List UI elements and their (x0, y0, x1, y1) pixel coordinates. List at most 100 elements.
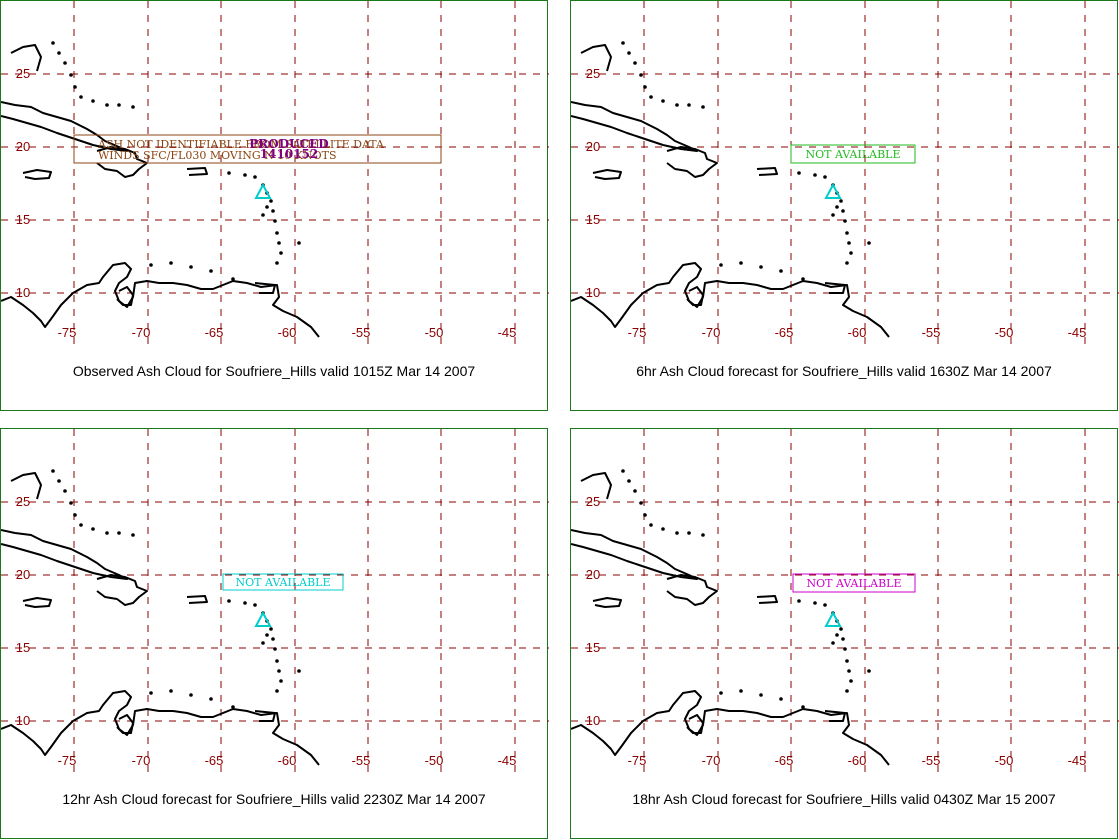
island (801, 705, 805, 709)
island (271, 209, 275, 213)
lon-tick-label: -75 (58, 325, 77, 340)
island (639, 501, 643, 505)
volcano-marker (824, 182, 842, 199)
lat-tick-label: 10 (586, 713, 600, 728)
map-grid (571, 1, 1119, 346)
lon-tick-label: -70 (132, 753, 151, 768)
ash-advisory-box: ASH NOT IDENTIFIABLE FROM SATELLITE DATA… (73, 134, 442, 164)
not-available-box: NOT AVAILABLE (222, 573, 344, 591)
island (149, 691, 153, 695)
coast-segment (580, 472, 612, 500)
volcano-marker (254, 182, 272, 199)
coast-segment (10, 44, 42, 72)
island (117, 531, 121, 535)
annotation-text: NOT AVAILABLE (805, 148, 900, 161)
island (69, 501, 73, 505)
island (73, 85, 77, 89)
coast-segment (186, 595, 208, 604)
lat-tick-label: 20 (16, 139, 30, 154)
island (633, 489, 637, 493)
triangle-icon (254, 182, 272, 199)
island (867, 669, 871, 673)
island (621, 469, 625, 473)
map-panel-6hr: -75 -70 -65 -60 -55 -50 -45 25 20 15 10 NOT AVAILA… (570, 0, 1119, 411)
map-panel-observed: -75 -70 -65 -60 -55 -50 -45 25 20 15 10 ASH NOT ID… (0, 0, 549, 411)
island (843, 219, 847, 223)
island (813, 601, 817, 605)
island (701, 533, 705, 537)
island (69, 73, 73, 77)
lat-tick-label: 10 (586, 285, 600, 300)
lon-tick-label: -55 (352, 325, 371, 340)
lon-tick-label: -45 (1068, 753, 1087, 768)
island (687, 531, 691, 535)
lon-tick-label: -75 (628, 753, 647, 768)
panel-caption: 12hr Ash Cloud forecast for Soufriere_Hi… (62, 791, 486, 807)
island (279, 251, 283, 255)
island (231, 705, 235, 709)
coast-segment (96, 146, 148, 178)
island (227, 171, 231, 175)
island (627, 51, 631, 55)
island (649, 95, 653, 99)
island (91, 527, 95, 531)
coast-segment (22, 169, 52, 180)
lon-tick-label: -60 (278, 753, 297, 768)
lon-tick-label: -60 (848, 325, 867, 340)
island (835, 205, 839, 209)
island (275, 659, 279, 663)
island (849, 679, 853, 683)
island (189, 265, 193, 269)
island (269, 627, 273, 631)
axis-ticks: -75 -70 -65 -60 -55 -50 -45 25 20 15 10 (16, 66, 517, 340)
island (79, 95, 83, 99)
lat-tick-label: 25 (16, 66, 30, 81)
island (831, 213, 835, 217)
island (813, 173, 817, 177)
lat-tick-label: 15 (16, 212, 30, 227)
island (209, 697, 213, 701)
annotation-text: NOT AVAILABLE (235, 576, 330, 589)
volcano-marker (254, 610, 272, 627)
island (867, 241, 871, 245)
lon-tick-label: -65 (205, 753, 224, 768)
coast-segment (571, 262, 890, 338)
island (105, 531, 109, 535)
coast-segment (756, 595, 778, 604)
island (841, 209, 845, 213)
island (169, 689, 173, 693)
island (739, 689, 743, 693)
island (845, 659, 849, 663)
lon-tick-label: -60 (848, 753, 867, 768)
lon-tick-label: -65 (775, 753, 794, 768)
coast-segment (96, 574, 148, 606)
coastline (1, 41, 320, 338)
map-svg: -75 -70 -65 -60 -55 -50 -45 25 20 15 10 NOT AVAILA… (571, 429, 1119, 774)
lon-tick-label: -45 (1068, 325, 1087, 340)
island (117, 103, 121, 107)
lon-tick-label: -55 (922, 753, 941, 768)
island (253, 175, 257, 179)
island (739, 261, 743, 265)
coast-segment (686, 714, 704, 734)
island (265, 633, 269, 637)
island (243, 173, 247, 177)
island (209, 269, 213, 273)
island (231, 277, 235, 281)
not-available-box: NOT AVAILABLE (790, 144, 916, 164)
island (243, 601, 247, 605)
lon-tick-label: -55 (352, 753, 371, 768)
island (63, 61, 67, 65)
island (79, 523, 83, 527)
island (105, 103, 109, 107)
island (275, 689, 279, 693)
island (621, 41, 625, 45)
coast-segment (22, 597, 52, 608)
coast-segment (254, 282, 276, 294)
lon-tick-label: -65 (775, 325, 794, 340)
coast-segment (824, 282, 846, 294)
island (253, 603, 257, 607)
annotation-text: ASH NOT IDENTIFIABLE FROM SATELLITE DATA (97, 138, 385, 151)
island (297, 241, 301, 245)
lon-tick-label: -75 (628, 325, 647, 340)
